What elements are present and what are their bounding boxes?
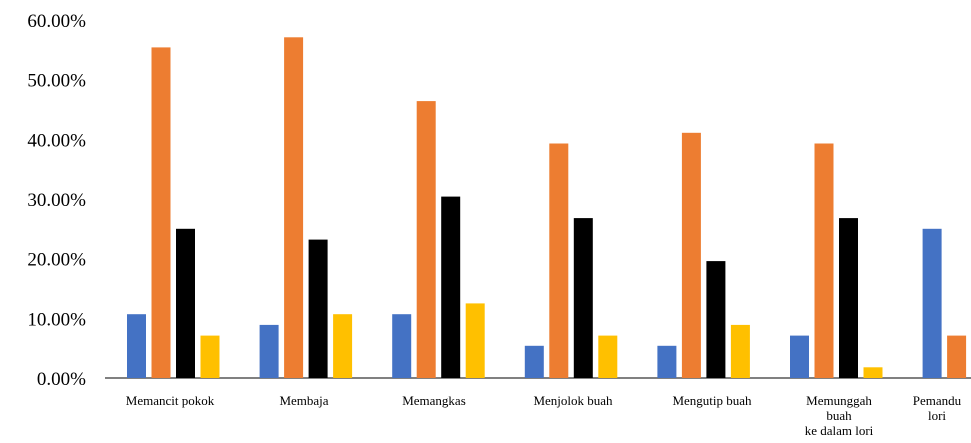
bar-series-4 [200, 335, 220, 378]
y-axis-ticks: 0.00% 10.00% 20.00% 30.00% 40.00% 50.00% 60.00… [27, 11, 86, 390]
y-tick-label: 0.00% [37, 369, 86, 390]
category-label: Memancit pokok [126, 393, 215, 408]
category-label-line: Memunggah [806, 393, 872, 408]
y-tick-label: 50.00% [27, 71, 86, 92]
bar-series-2 [416, 101, 436, 378]
category-label-line: ke dalam lori [805, 423, 874, 438]
category-label-line: lori [928, 408, 946, 423]
bar-series-1 [259, 324, 279, 378]
category-label: Menjolok buah [533, 393, 613, 408]
category-label-line: Pemandu [913, 393, 962, 408]
bar-series-1 [127, 314, 146, 378]
y-tick-label: 60.00% [27, 11, 86, 32]
category-label-line: buah [826, 408, 852, 423]
y-tick-label: 10.00% [27, 309, 86, 330]
category-label: Memunggah buah ke dalam lori [805, 393, 874, 438]
y-tick-label: 30.00% [27, 190, 86, 211]
bar-series-3 [573, 218, 593, 378]
bar-series-1 [657, 345, 677, 378]
bar-series-1 [524, 345, 544, 378]
category-label-line: Memangkas [402, 393, 466, 408]
category-label-line: Mengutip buah [672, 393, 752, 408]
bar-series-4 [730, 324, 750, 378]
bar-series-2 [814, 143, 834, 378]
category-label: Pemandu lori [913, 393, 962, 423]
bar-series-2 [549, 143, 569, 378]
bar-series-1 [790, 335, 809, 378]
category-label-line: Membaja [279, 393, 328, 408]
bar-series-4 [465, 303, 485, 378]
bar-series-3 [839, 218, 858, 378]
bar-series-1 [392, 314, 412, 378]
category-label-line: Memancit pokok [126, 393, 215, 408]
bars-group [127, 37, 967, 379]
bar-series-2 [151, 47, 171, 379]
bar-series-2 [284, 37, 304, 379]
bar-series-2 [947, 335, 967, 378]
bar-series-4 [333, 314, 353, 378]
bar-series-3 [706, 261, 726, 378]
bar-series-3 [308, 239, 328, 378]
y-tick-label: 40.00% [27, 130, 86, 151]
y-tick-label: 20.00% [27, 250, 86, 271]
bar-series-2 [681, 132, 701, 378]
bar-series-1 [922, 228, 942, 378]
category-labels: Memancit pokok Membaja Memangkas Menjolok b… [126, 393, 962, 438]
category-label: Memangkas [402, 393, 466, 408]
bar-series-3 [441, 196, 461, 378]
category-label: Membaja [279, 393, 328, 408]
category-label-line: Menjolok buah [533, 393, 613, 408]
bar-series-4 [598, 335, 618, 378]
bar-series-3 [176, 228, 195, 378]
bar-series-4 [863, 367, 883, 378]
category-label: Mengutip buah [672, 393, 752, 408]
